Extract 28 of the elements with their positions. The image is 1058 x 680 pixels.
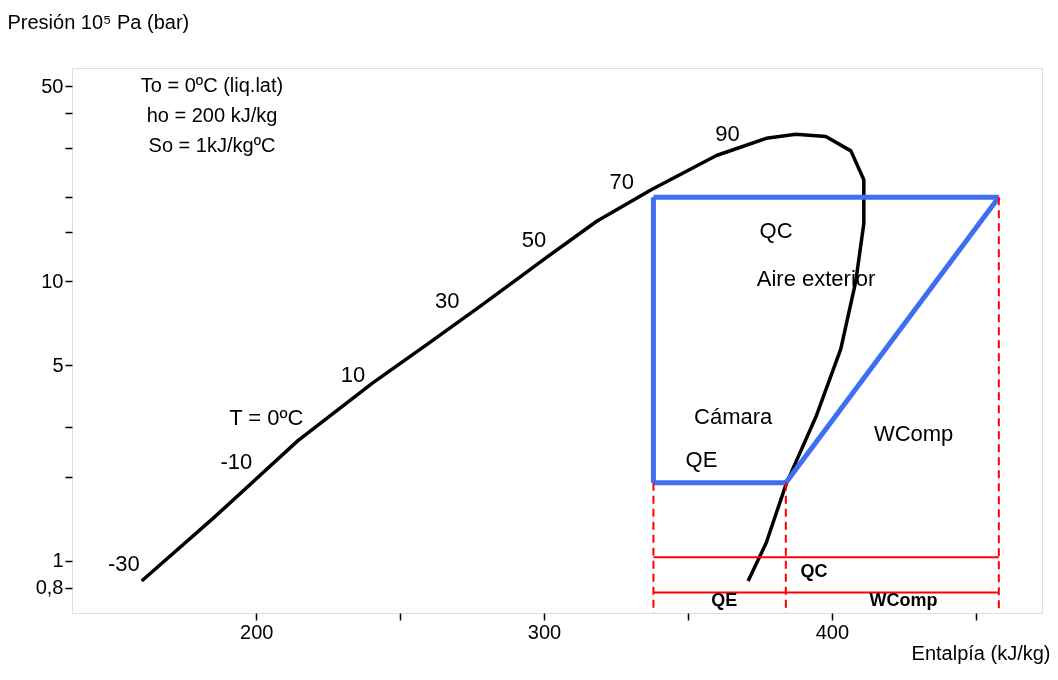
x-axis-title: Entalpía (kJ/kg) (911, 641, 1051, 664)
y-tick-label: 10 (41, 269, 64, 292)
annotation: -10 (220, 449, 253, 475)
y-tick-label: 5 (52, 353, 64, 376)
annotation: 10 (340, 362, 366, 388)
x-tick-label: 200 (240, 620, 274, 643)
annotation: QE (711, 590, 738, 611)
y-tick-label: 50 (41, 74, 64, 97)
y-tick-label: 0,8 (35, 576, 64, 599)
y-axis-title: Presión 10⁵ Pa (bar) (7, 10, 190, 33)
x-tick-label: 300 (527, 620, 562, 643)
annotation: 50 (521, 226, 547, 252)
annotation: 70 (609, 168, 634, 194)
annotation: -30 (107, 550, 140, 576)
annotation: QC (759, 217, 793, 243)
annotation: 90 (715, 120, 740, 146)
annotation: 30 (435, 287, 460, 313)
annotation: WComp (873, 421, 954, 447)
annotation: Cámara (694, 403, 774, 429)
annotation: WComp (869, 590, 938, 611)
annotation: QC (800, 561, 828, 582)
annotation: ho = 200 kJ/kg (146, 104, 278, 126)
x-tick-label: 400 (815, 620, 850, 643)
y-tick-label: 1 (52, 549, 64, 572)
annotation: QE (685, 447, 718, 473)
annotation: T = 0ºC (229, 405, 304, 431)
annotation: To = 0ºC (liq.lat) (140, 74, 284, 96)
annotation: So = 1kJ/kgºC (148, 134, 276, 156)
